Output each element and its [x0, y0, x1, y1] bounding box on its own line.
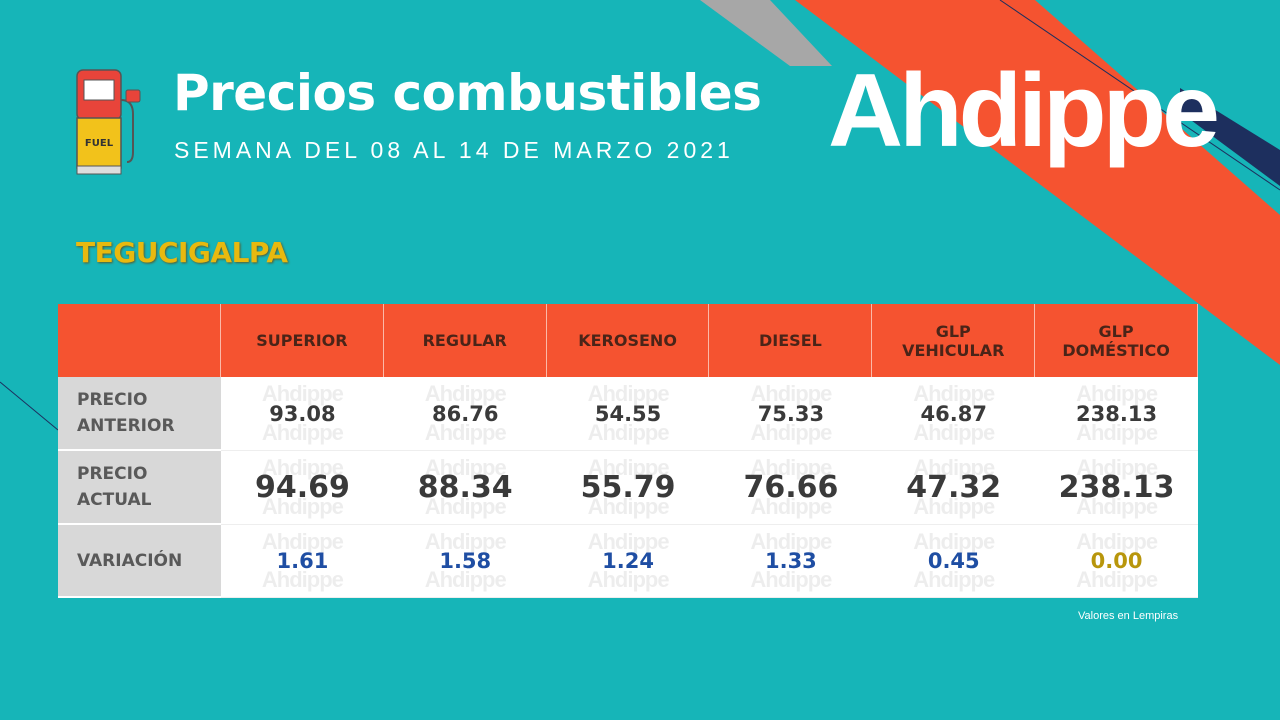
- watermark: Ahdippe: [750, 381, 832, 406]
- watermark: Ahdippe: [913, 529, 995, 554]
- watermark: Ahdippe: [1076, 420, 1158, 445]
- price-value: 88.34: [417, 470, 513, 505]
- price-value: 93.08: [269, 401, 336, 426]
- price-value: 94.69: [254, 470, 350, 505]
- price-cell: Ahdippe Ahdippe 46.87: [872, 377, 1036, 451]
- title: Precios combustibles: [173, 64, 762, 122]
- column-header: KEROSENO: [546, 304, 710, 377]
- watermark: Ahdippe: [261, 567, 344, 592]
- price-value: 1.33: [764, 549, 817, 573]
- logo: Ahdippe: [828, 53, 1220, 169]
- price-cell: Ahdippe Ahdippe 0.00: [1035, 525, 1198, 598]
- column-header: GLP DOMÉSTICO: [1035, 304, 1198, 377]
- watermark: Ahdippe: [424, 455, 507, 480]
- watermark: Ahdippe: [913, 567, 995, 592]
- note: Valores en Lempiras: [1078, 610, 1179, 622]
- price-cell: Ahdippe Ahdippe 54.55: [546, 377, 710, 451]
- price-value: 0.45: [927, 549, 980, 573]
- watermark: Ahdippe: [424, 420, 507, 445]
- watermark: Ahdippe: [750, 494, 832, 519]
- watermark: Ahdippe: [1076, 529, 1158, 554]
- column-header: DIESEL: [709, 304, 873, 377]
- watermark: Ahdippe: [913, 455, 995, 480]
- price-value: 76.66: [743, 470, 839, 505]
- price-cell: Ahdippe Ahdippe 1.24: [546, 525, 710, 598]
- price-value: 75.33: [757, 401, 825, 426]
- watermark: Ahdippe: [1076, 494, 1158, 519]
- column-header: SUPERIOR: [221, 304, 384, 377]
- city: TEGUCIGALPA: [76, 236, 288, 269]
- watermark: Ahdippe: [750, 455, 832, 480]
- watermark: Ahdippe: [261, 420, 344, 445]
- price-cell: Ahdippe Ahdippe 75.33: [709, 377, 873, 451]
- watermark: Ahdippe: [1076, 381, 1158, 406]
- watermark: Ahdippe: [913, 420, 995, 445]
- price-value: 54.55: [594, 401, 662, 426]
- fuel-icon: FUEL: [76, 69, 141, 175]
- thin-line: [999, 0, 1280, 191]
- price-value: 238.13: [1058, 470, 1175, 505]
- price-cell: Ahdippe Ahdippe 1.58: [383, 525, 547, 598]
- price-value: 1.58: [439, 549, 492, 573]
- watermark: Ahdippe: [261, 381, 344, 406]
- row-label: VARIACIÓN: [58, 525, 221, 598]
- price-cell: Ahdippe Ahdippe 238.13: [1035, 377, 1198, 451]
- price-cell: Ahdippe Ahdippe 1.33: [709, 525, 873, 598]
- row-label: PRECIO ACTUAL: [58, 451, 221, 525]
- watermark: Ahdippe: [424, 529, 507, 554]
- price-cell: Ahdippe Ahdippe 0.45: [872, 525, 1036, 598]
- watermark: Ahdippe: [587, 455, 670, 480]
- watermark: Ahdippe: [424, 494, 507, 519]
- orange-stripe: [795, 0, 1280, 365]
- price-cell: Ahdippe Ahdippe 86.76: [383, 377, 547, 451]
- watermark: Ahdippe: [261, 455, 344, 480]
- price-cell: Ahdippe Ahdippe 47.32: [872, 451, 1036, 525]
- header-corner: [58, 304, 221, 377]
- row-label: PRECIO ANTERIOR: [58, 377, 221, 451]
- price-cell: Ahdippe Ahdippe 94.69: [221, 451, 384, 525]
- price-cell: Ahdippe Ahdippe 1.61: [221, 525, 384, 598]
- price-value: 86.76: [432, 401, 499, 426]
- price-table: SUPERIOR REGULAR KEROSENO DIESEL GLP VEHICUL…: [58, 304, 1198, 598]
- price-cell: Ahdippe Ahdippe 88.34: [383, 451, 547, 525]
- watermark: Ahdippe: [1076, 567, 1158, 592]
- watermark: Ahdippe: [261, 529, 344, 554]
- price-cell: Ahdippe Ahdippe 238.13: [1035, 451, 1198, 525]
- price-cell: Ahdippe Ahdippe 93.08: [221, 377, 384, 451]
- watermark: Ahdippe: [750, 420, 832, 445]
- watermark: Ahdippe: [750, 529, 832, 554]
- watermark: Ahdippe: [424, 567, 507, 592]
- icon-label: FUEL: [85, 138, 114, 149]
- price-cell: Ahdippe Ahdippe 55.79: [546, 451, 710, 525]
- watermark: Ahdippe: [587, 529, 670, 554]
- watermark: Ahdippe: [913, 381, 995, 406]
- price-cell: Ahdippe Ahdippe 76.66: [709, 451, 873, 525]
- navy-stripe: [1180, 88, 1280, 186]
- watermark: Ahdippe: [424, 381, 507, 406]
- watermark: Ahdippe: [1076, 455, 1158, 480]
- gray-stripe: [700, 0, 832, 66]
- column-header: REGULAR: [383, 304, 547, 377]
- watermark: Ahdippe: [587, 420, 670, 445]
- watermark: Ahdippe: [913, 494, 995, 519]
- watermark: Ahdippe: [587, 567, 670, 592]
- price-value: 238.13: [1076, 401, 1158, 426]
- price-value: 47.32: [906, 470, 1002, 505]
- column-header: GLP VEHICULAR: [872, 304, 1036, 377]
- subtitle: SEMANA DEL 08 AL 14 DE MARZO 2021: [174, 137, 734, 163]
- price-value: 1.24: [602, 549, 654, 573]
- price-value: 46.87: [920, 401, 987, 426]
- price-value: 1.61: [276, 549, 329, 573]
- thin-line: [0, 381, 59, 431]
- watermark: Ahdippe: [587, 494, 670, 519]
- watermark: Ahdippe: [587, 381, 670, 406]
- watermark: Ahdippe: [750, 567, 832, 592]
- price-value: 0.00: [1090, 549, 1143, 573]
- watermark: Ahdippe: [261, 494, 344, 519]
- price-value: 55.79: [580, 470, 676, 505]
